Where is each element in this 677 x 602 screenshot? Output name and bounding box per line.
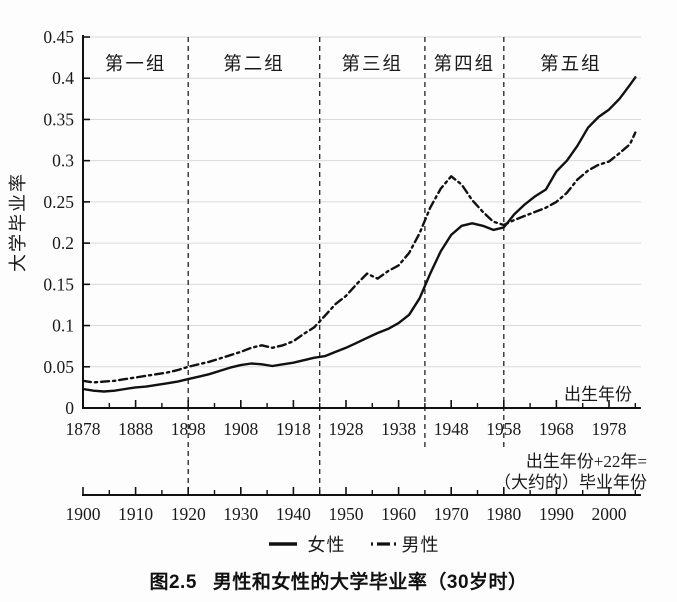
x-tick-label-graduation: 1910 bbox=[118, 504, 153, 524]
x-tick-label-graduation: 1900 bbox=[66, 504, 101, 524]
graduation-year-axis-label-line2: （大约的）毕业年份 bbox=[494, 473, 647, 492]
x-tick-label-birth: 1898 bbox=[171, 419, 206, 439]
x-tick-label-graduation: 1950 bbox=[329, 504, 364, 524]
female-line-swatch bbox=[268, 541, 298, 547]
solid-line-icon bbox=[268, 542, 297, 546]
x-tick-label-graduation: 1930 bbox=[223, 504, 258, 524]
y-tick-label: 0.05 bbox=[43, 357, 74, 377]
group-label: 第五组 bbox=[540, 54, 602, 75]
y-tick-label: 0.45 bbox=[43, 27, 74, 47]
y-tick-label: 0.35 bbox=[43, 109, 74, 129]
x-tick-label-graduation: 1960 bbox=[381, 504, 416, 524]
x-tick-label-graduation: 1920 bbox=[171, 504, 206, 524]
legend-male-group: 男性 bbox=[370, 531, 440, 557]
group-label: 第二组 bbox=[223, 54, 285, 75]
y-tick-label: 0.4 bbox=[52, 68, 74, 88]
y-axis-title: 大学毕业率 bbox=[8, 172, 28, 272]
x-tick-label-birth: 1938 bbox=[381, 419, 416, 439]
x-tick-label-graduation: 1980 bbox=[486, 504, 521, 524]
x-tick-label-birth: 1978 bbox=[592, 419, 627, 439]
graduation-rate-chart: 0 0.05 0.1 0.15 0.2 0.25 0.3 0.35 0.4 0.45 1878 188… bbox=[8, 27, 647, 524]
x-tick-label-graduation: 1990 bbox=[539, 504, 574, 524]
x-tick-label-birth: 1948 bbox=[434, 419, 469, 439]
birth-year-axis-label: 出生年份 bbox=[564, 385, 632, 404]
legend-label-male: 男性 bbox=[401, 535, 440, 555]
y-tick-label: 0.1 bbox=[52, 316, 74, 336]
group-label: 第三组 bbox=[342, 54, 404, 75]
male-line bbox=[81, 131, 637, 384]
y-tick-label: 0.3 bbox=[52, 151, 74, 171]
x-tick-label-birth: 1908 bbox=[223, 419, 258, 439]
x-tick-label-birth: 1888 bbox=[118, 419, 153, 439]
x-tick-label-graduation: 1970 bbox=[434, 504, 469, 524]
figure-number: 图2.5 bbox=[149, 572, 197, 593]
figure-caption: 图2.5 男性和女性的大学毕业率（30岁时） bbox=[0, 567, 677, 594]
x-tick-label-birth: 1928 bbox=[329, 419, 364, 439]
legend-label-female: 女性 bbox=[307, 535, 346, 555]
graduation-year-axis-label-line1: 出生年份+22年= bbox=[526, 452, 647, 471]
x-tick-label-graduation: 2000 bbox=[592, 504, 627, 524]
figure-title: 男性和女性的大学毕业率（30岁时） bbox=[212, 572, 528, 593]
x-tick-label-birth: 1918 bbox=[276, 419, 311, 439]
y-tick-label: 0.15 bbox=[43, 274, 74, 294]
x-tick-label-birth: 1878 bbox=[66, 419, 101, 439]
male-line-swatch bbox=[370, 541, 398, 547]
group-label: 第四组 bbox=[434, 54, 496, 75]
dash-dot-line-icon bbox=[370, 542, 397, 546]
group-label: 第一组 bbox=[105, 54, 167, 75]
female-line bbox=[81, 76, 637, 393]
x-tick-label-birth: 1958 bbox=[486, 419, 521, 439]
y-tick-label: 0 bbox=[65, 398, 74, 418]
x-tick-label-graduation: 1940 bbox=[276, 504, 311, 524]
x-tick-label-birth: 1968 bbox=[539, 419, 574, 439]
y-tick-label: 0.2 bbox=[52, 233, 74, 253]
y-tick-label: 0.25 bbox=[43, 192, 74, 212]
chart-legend: 女性 男性 bbox=[0, 531, 677, 557]
